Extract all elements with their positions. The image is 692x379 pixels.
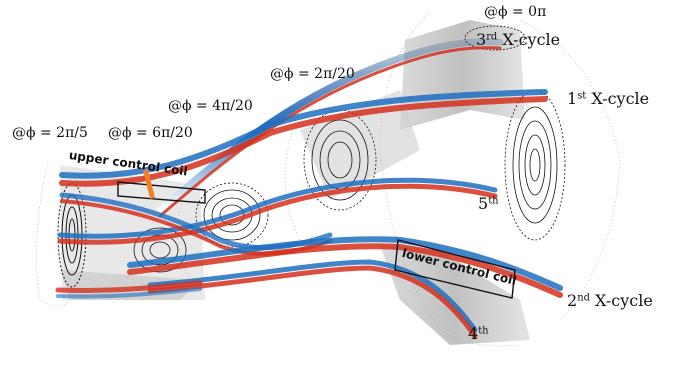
label-2nd-sup: nd: [577, 292, 590, 304]
poincare-sections: [57, 25, 566, 288]
band-5th-red: [57, 183, 498, 245]
label-1st-num: 1: [567, 89, 578, 108]
label-2nd-num: 2: [567, 291, 578, 310]
band-4th-red: [147, 265, 478, 339]
band-3rd-red: [158, 46, 502, 218]
label-3rd-x-cycle: 3rd X-cycle: [476, 30, 560, 49]
label-phi-4pi20: @ϕ = 4π/20: [168, 98, 253, 114]
label-5th-num: 5: [478, 194, 489, 213]
band-4th-blue: [147, 259, 478, 333]
section-phi-2pi20: [303, 109, 377, 211]
label-4th-sup: th: [478, 325, 489, 337]
label-5th-sup: th: [488, 195, 499, 207]
band-1st-blue: [59, 89, 548, 179]
label-1st-rest: X-cycle: [586, 89, 650, 108]
label-1st-x-cycle: 1st X-cycle: [567, 89, 649, 108]
band-5th-blue: [57, 177, 498, 239]
control-coils: [117, 181, 516, 299]
lower-control-coil-outline: [394, 239, 516, 299]
label-3rd-num: 3: [476, 30, 487, 49]
surface-right-lower: [380, 245, 530, 345]
section-phi0: [464, 25, 566, 241]
label-phi-6pi20: @ϕ = 6π/20: [108, 125, 193, 141]
label-4th-num: 4: [468, 324, 479, 343]
surface-mid: [300, 90, 420, 200]
upper-control-coil-outline: [117, 181, 206, 204]
band-3rd-blue: [156, 38, 504, 214]
label-4th: 4th: [468, 324, 489, 343]
section-phi-6pi20: [195, 182, 269, 248]
band-1st-red: [59, 96, 548, 187]
label-2nd-rest: X-cycle: [589, 291, 653, 310]
label-1st-sup: st: [577, 90, 587, 102]
band-2nd-red: [127, 243, 563, 298]
upper-coil-arrow: [142, 168, 156, 200]
label-phi-0: @ϕ = 0π: [484, 4, 547, 20]
label-2nd-x-cycle: 2nd X-cycle: [567, 291, 653, 310]
label-phi-2pi5: @ϕ = 2π/5: [12, 125, 88, 141]
label-phi-2pi20: @ϕ = 2π/20: [270, 66, 355, 82]
flux-bands: [55, 38, 563, 339]
section-phi-4pi20: [133, 227, 187, 273]
band-2nd-blue: [127, 236, 563, 291]
label-5th: 5th: [478, 194, 499, 213]
band-lower-left-blue: [56, 287, 202, 299]
label-3rd-rest: X-cycle: [497, 30, 561, 49]
band-lower-left: [55, 280, 203, 294]
label-3rd-sup: rd: [486, 31, 498, 43]
